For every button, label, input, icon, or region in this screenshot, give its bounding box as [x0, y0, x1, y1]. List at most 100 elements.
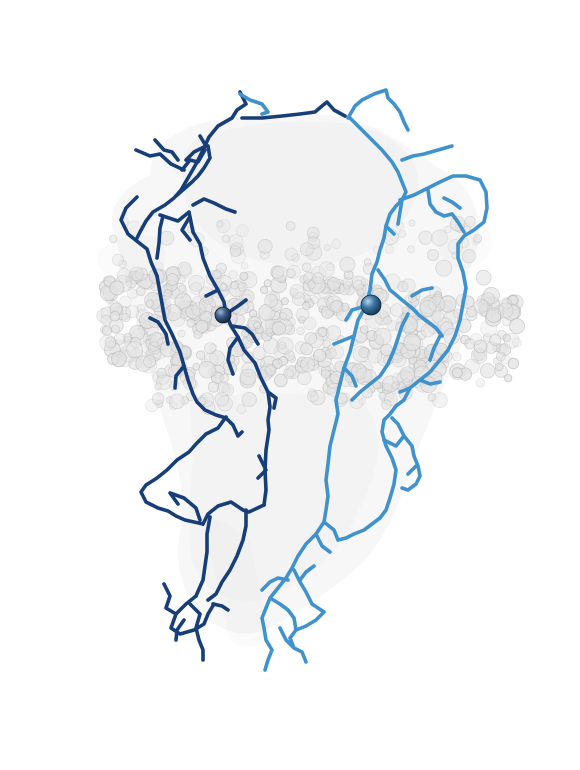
sphere	[228, 234, 244, 250]
sphere	[302, 301, 311, 311]
left-neuron-dendrite-i	[180, 216, 192, 242]
right-neuron-branch-6	[322, 520, 340, 542]
sphere	[420, 323, 435, 338]
sphere	[239, 271, 249, 281]
sphere	[313, 348, 327, 362]
sphere	[209, 350, 225, 367]
right-neuron-branch-4	[382, 434, 422, 492]
sphere	[228, 270, 238, 280]
sphere	[297, 315, 306, 324]
sphere	[271, 321, 286, 336]
sphere	[426, 248, 439, 261]
left-neuron-lower-arbor-3	[188, 602, 205, 662]
left-neuron-tuft-e	[184, 134, 208, 162]
sphere	[178, 284, 187, 293]
sphere	[482, 286, 500, 304]
sphere	[408, 219, 416, 227]
sphere	[257, 238, 273, 254]
left-neuron-branch-3	[155, 274, 244, 438]
sphere	[373, 327, 392, 346]
right-neuron-lower-arbor-5	[298, 564, 316, 582]
sphere	[126, 341, 144, 359]
left-neuron-lower-arbor	[169, 594, 216, 636]
sphere	[135, 286, 146, 297]
sphere	[221, 234, 231, 243]
sphere	[195, 319, 209, 333]
left-neuron-dendrite-f	[173, 364, 186, 390]
right-neuron-lower-arbor-2	[268, 596, 298, 632]
sphere	[473, 298, 489, 314]
sphere	[439, 295, 457, 313]
sphere	[189, 282, 203, 295]
sphere	[237, 282, 248, 292]
sphere	[464, 338, 476, 350]
right-neuron	[238, 88, 489, 672]
sphere	[285, 221, 296, 231]
left-neuron-dendrite-d	[226, 335, 240, 376]
sphere	[121, 312, 131, 323]
sphere	[451, 367, 463, 379]
sphere	[177, 329, 186, 338]
sphere	[129, 266, 144, 282]
sphere	[236, 404, 247, 415]
sphere	[177, 261, 192, 277]
sphere	[502, 333, 512, 343]
sphere	[101, 325, 113, 336]
sphere	[191, 302, 206, 317]
sphere	[466, 305, 478, 318]
sphere	[264, 293, 279, 308]
sphere	[407, 245, 415, 254]
sphere	[331, 239, 342, 250]
left-neuron-branch-8	[206, 508, 248, 602]
sphere	[352, 345, 370, 363]
sphere	[427, 393, 436, 402]
right-neuron-top-arm	[238, 92, 270, 116]
sphere	[289, 283, 305, 299]
sphere	[108, 234, 118, 244]
sphere	[156, 367, 168, 379]
sphere	[145, 299, 155, 308]
sphere	[444, 225, 452, 234]
sphere	[212, 269, 222, 280]
sphere	[381, 399, 392, 410]
sphere	[398, 229, 407, 238]
sphere	[277, 356, 289, 367]
sphere	[477, 300, 490, 313]
right-neuron-dendrite-g	[406, 464, 418, 476]
sphere	[216, 219, 231, 234]
sphere	[322, 339, 331, 348]
left-neuron-tuft-b	[153, 138, 180, 162]
sphere	[507, 357, 520, 370]
sphere	[279, 311, 288, 320]
right-neuron-mid-2	[384, 224, 396, 236]
left-neuron-tuft-d	[174, 144, 212, 198]
sphere	[382, 375, 399, 393]
sphere	[165, 396, 174, 404]
sphere	[339, 256, 356, 273]
sphere	[125, 275, 133, 283]
sphere	[326, 277, 341, 291]
sphere	[109, 310, 121, 322]
sphere	[136, 303, 146, 313]
left-neuron-branch-1	[191, 197, 237, 214]
left-neuron-dendrite-e	[148, 316, 170, 346]
sphere	[344, 285, 355, 296]
sphere	[125, 304, 140, 319]
sphere	[252, 346, 266, 360]
sphere	[118, 259, 127, 269]
sphere	[391, 380, 401, 390]
right-neuron-mid	[396, 198, 404, 226]
sphere	[303, 294, 312, 303]
sphere	[419, 299, 437, 317]
left-neuron	[119, 90, 347, 662]
sphere	[473, 234, 483, 244]
sphere	[135, 308, 150, 323]
sphere	[384, 244, 394, 254]
right-neuron-outer-branch	[426, 188, 466, 234]
sphere	[113, 333, 126, 345]
sphere	[253, 321, 262, 330]
sphere	[230, 281, 239, 290]
sphere	[214, 392, 230, 407]
sphere	[382, 315, 392, 325]
